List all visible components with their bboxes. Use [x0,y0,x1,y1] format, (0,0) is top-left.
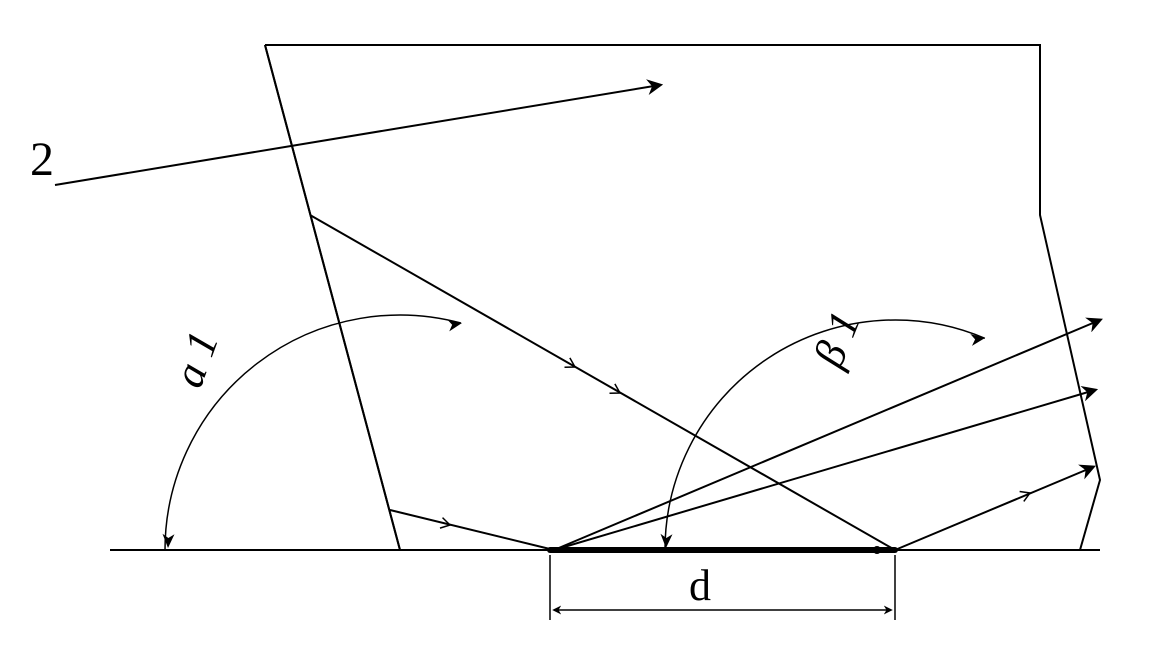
reflected-ray-1 [895,467,1093,550]
segment-d-dot [873,546,881,554]
label-beta: β 1 [803,304,869,374]
arc-arrowhead [447,317,463,331]
incident-ray-1 [390,510,554,550]
left-incline [265,45,400,550]
incident-ray-0 [310,215,895,550]
label-alpha: a 1 [163,325,228,393]
label-2-pointer [55,85,660,185]
reflected-ray-2 [554,390,1095,550]
label-two: 2 [30,133,54,186]
arc-arrowhead [162,534,174,548]
shape-outline [265,45,1100,550]
label-d: d [689,561,711,610]
arc-arrowhead [660,534,672,548]
